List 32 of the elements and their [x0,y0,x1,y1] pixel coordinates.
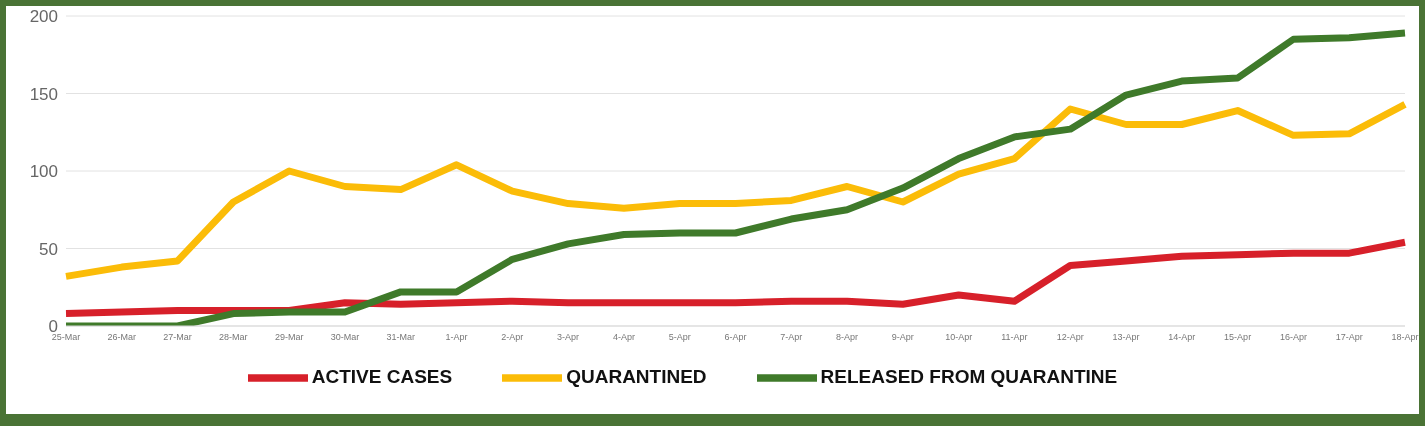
x-tick-label: 1-Apr [445,332,468,343]
x-tick-label: 15-Apr [1224,332,1252,343]
x-tick-label: 28-Mar [219,332,248,343]
legend-label: RELEASED FROM QUARANTINE [820,366,1118,388]
x-tick-label: 3-Apr [557,332,580,343]
x-tick-label: 27-Mar [163,332,192,343]
x-tick-label: 13-Apr [1112,332,1140,343]
y-tick-label: 150 [29,84,58,104]
x-tick-label: 4-Apr [612,332,635,343]
x-tick-label: 5-Apr [668,332,691,343]
x-tick-label: 9-Apr [891,332,914,343]
legend-label: ACTIVE CASES [311,366,453,388]
legend-label: QUARANTINED [566,366,707,388]
x-tick-label: 17-Apr [1335,332,1363,343]
x-tick-label: 11-Apr [1001,332,1028,343]
x-tick-label: 7-Apr [780,332,803,343]
x-tick-label: 10-Apr [945,332,973,343]
x-tick-label: 8-Apr [836,332,859,343]
x-tick-label: 25-Mar [51,332,81,343]
x-tick-label: 2-Apr [501,332,524,343]
x-tick-label: 29-Mar [274,332,304,343]
y-tick-label: 50 [39,239,58,259]
y-tick-label: 100 [29,162,58,182]
x-tick-label: 12-Apr [1056,332,1084,343]
x-tick-label: 14-Apr [1168,332,1196,343]
y-tick-label: 200 [29,7,58,27]
x-tick-label: 16-Apr [1279,332,1307,343]
x-tick-label: 30-Mar [330,332,360,343]
x-tick-label: 18-Apr [1391,332,1419,343]
x-tick-label: 31-Mar [386,332,416,343]
x-tick-label: 26-Mar [107,332,137,343]
x-tick-label: 6-Apr [724,332,747,343]
